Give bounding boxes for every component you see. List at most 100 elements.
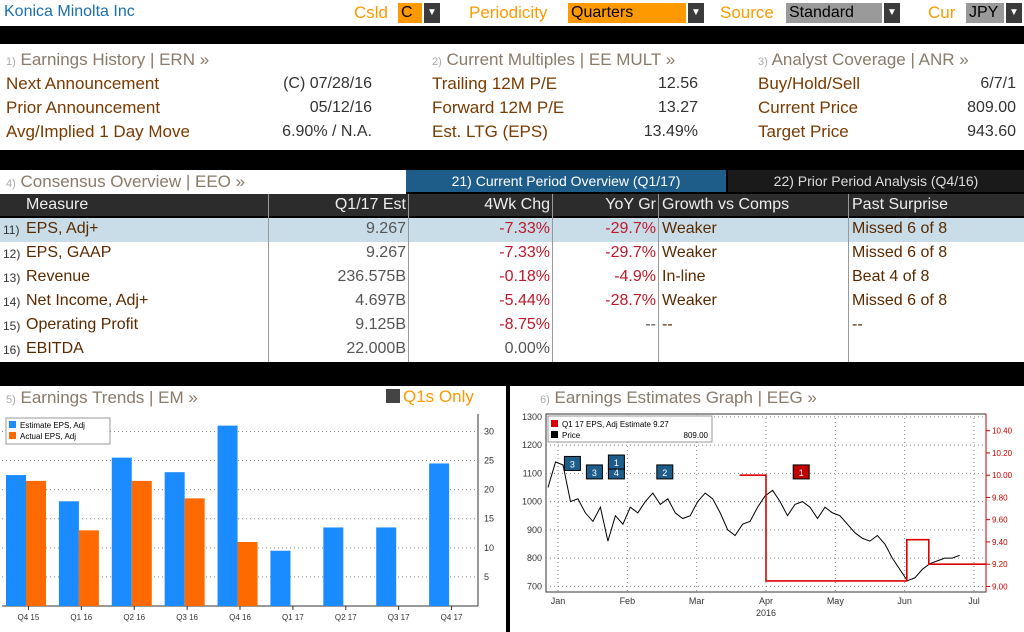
left-tick-label: 1100 [523, 468, 542, 478]
estimate-bar [111, 457, 132, 606]
next-announcement-value: (C) 07/28/16 [283, 75, 372, 92]
legend-swatch [551, 420, 558, 427]
current-multiples-link[interactable]: 2) Current Multiples | EE MULT » [432, 50, 676, 69]
left-tick-label: 900 [527, 525, 542, 535]
row-index: 14) [3, 295, 21, 309]
estimate-bar [270, 550, 291, 606]
table-row[interactable]: 12) EPS, GAAP 9.267 -7.33% -29.7% Weaker Misse… [0, 242, 1024, 266]
cell-est: 9.125B [355, 316, 406, 333]
analyst-coverage-link[interactable]: 3) Analyst Coverage | ANR » [758, 50, 969, 69]
cell-yoy: -4.9% [614, 268, 656, 285]
event-marker-label: 1 [799, 468, 804, 478]
q1s-only-toggle[interactable]: Q1s Only [403, 387, 474, 406]
prior-announcement-label: Prior Announcement [6, 98, 161, 117]
table-row[interactable]: 14) Net Income, Adj+ 4.697B -5.44% -28.7% Wea… [0, 290, 1024, 314]
avg-move-label: Avg/Implied 1 Day Move [6, 122, 190, 141]
tab-prior-period[interactable]: 22) Prior Period Analysis (Q4/16) [728, 170, 1024, 192]
periodicity-dropdown-icon[interactable]: ▼ [688, 3, 704, 23]
left-tick-label: 800 [527, 553, 542, 563]
cell-yoy: -- [645, 316, 656, 333]
column-header-yoy-gr[interactable]: YoY Gr [605, 196, 656, 213]
cell-surprise: Beat 4 of 8 [852, 268, 930, 285]
earnings-graph-panel: 6) Earnings Estimates Graph | EEG » 700 8… [510, 386, 1024, 632]
x-tick-label: Q3 16 [176, 613, 198, 622]
row-index: 11) [3, 223, 20, 237]
earnings-graph-link[interactable]: 6) Earnings Estimates Graph | EEG » [540, 388, 817, 407]
row-index: 12) [3, 247, 21, 261]
checkbox-icon[interactable] [386, 389, 400, 403]
top-control-bar: Konica Minolta Inc Csld C ▼ Periodicity … [0, 0, 1024, 26]
current-price-label: Current Price [758, 98, 859, 117]
table-header: Measure Q1/17 Est 4Wk Chg YoY Gr Growth … [0, 194, 1024, 216]
legend-box [547, 415, 713, 443]
table-row[interactable]: 11) EPS, Adj+ 9.267 -7.33% -29.7% Weaker Misse… [0, 218, 1024, 242]
actual-bar [78, 530, 99, 606]
earnings-trends-link[interactable]: 5) Earnings Trends | EM » [6, 388, 198, 407]
cell-measure: EBITDA [26, 340, 84, 357]
csld-select[interactable]: C [398, 3, 422, 23]
x-tick-label: Q2 16 [123, 613, 145, 622]
earnings-trends-panel: 5) Earnings Trends | EM » Q1s Only 5 10 15… [0, 386, 506, 632]
column-header-surprise[interactable]: Past Surprise [852, 196, 949, 213]
cell-growth: Weaker [662, 220, 717, 237]
periodicity-select[interactable]: Quarters [568, 3, 686, 23]
periodicity-label: Periodicity [469, 3, 548, 22]
table-row[interactable]: 13) Revenue 236.575B -0.18% -4.9% In-line Beat… [0, 266, 1024, 290]
column-header-estimate[interactable]: Q1/17 Est [334, 196, 406, 213]
cell-surprise: -- [852, 316, 863, 333]
est-ltg-label: Est. LTG (EPS) [432, 122, 548, 141]
x-tick-label: Q1 16 [70, 613, 92, 622]
column-header-growth[interactable]: Growth vs Comps [662, 196, 790, 213]
estimate-bar [429, 463, 450, 606]
consensus-overview-link[interactable]: 4) Consensus Overview | EEO » [6, 172, 246, 191]
right-tick-label: 9.60 [992, 516, 1008, 525]
cell-est: 9.267 [365, 220, 406, 237]
cell-surprise: Missed 6 of 8 [852, 292, 948, 309]
current-price-value: 809.00 [967, 99, 1016, 116]
est-ltg-value: 13.49% [643, 123, 698, 140]
column-divider [658, 194, 659, 362]
row-index: 15) [3, 319, 21, 333]
currency-dropdown-icon[interactable]: ▼ [1006, 3, 1022, 23]
right-tick-label: 10.00 [992, 471, 1013, 480]
x-axis-label: 2016 [756, 608, 776, 618]
y-tick-label: 5 [484, 572, 489, 582]
cell-chg: -8.75% [499, 316, 550, 333]
company-name: Konica Minolta Inc [4, 3, 135, 20]
table-row[interactable]: 15) Operating Profit 9.125B -8.75% -- -- -- [0, 314, 1024, 338]
estimate-bar [217, 425, 238, 606]
row-index: 16) [3, 343, 21, 357]
cell-yoy: -29.7% [605, 244, 656, 261]
column-divider [552, 194, 553, 362]
event-marker [585, 464, 603, 480]
cur-label: Cur [928, 3, 956, 22]
avg-move-value: 6.90% / N.A. [282, 123, 372, 140]
estimate-bar [323, 527, 344, 606]
y-tick-label: 10 [484, 543, 494, 553]
legend-label: Price [562, 431, 581, 440]
event-marker-label: 1 [614, 458, 619, 468]
right-tick-label: 9.00 [992, 582, 1008, 591]
x-tick-label: Q1 17 [282, 613, 304, 622]
cell-yoy: -29.7% [605, 220, 656, 237]
cell-measure: EPS, GAAP [26, 244, 112, 261]
target-price-label: Target Price [758, 122, 849, 141]
source-dropdown-icon[interactable]: ▼ [884, 3, 900, 23]
actual-bar [237, 542, 258, 606]
cell-surprise: Missed 6 of 8 [852, 244, 948, 261]
x-tick-label: Jan [551, 596, 566, 606]
currency-select[interactable]: JPY [966, 3, 1004, 23]
table-row[interactable]: 16) EBITDA 22.000B 0.00% [0, 338, 1024, 362]
column-header-4wk-chg[interactable]: 4Wk Chg [484, 196, 550, 213]
event-marker [792, 464, 810, 480]
tab-current-period[interactable]: 21) Current Period Overview (Q1/17) [406, 170, 726, 192]
right-tick-label: 9.40 [992, 538, 1008, 547]
source-select[interactable]: Standard [786, 3, 882, 23]
earnings-history-link[interactable]: 1) Earnings History | ERN » [6, 50, 210, 69]
left-tick-label: 1200 [522, 440, 542, 450]
csld-dropdown-icon[interactable]: ▼ [424, 3, 440, 23]
summary-panel: 1) Earnings History | ERN » Next Announc… [0, 44, 1024, 150]
column-header-measure[interactable]: Measure [26, 196, 89, 213]
actual-bar [26, 480, 46, 606]
cell-chg: -7.33% [499, 220, 550, 237]
